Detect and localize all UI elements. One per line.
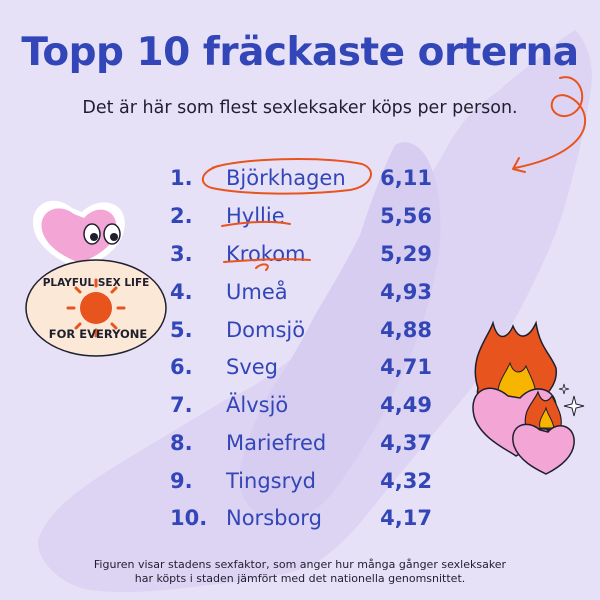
map-shape-2: [239, 142, 441, 521]
page-subtitle: Det är här som flest sexleksaker köps pe…: [82, 98, 518, 118]
ranking-row: 9. Tingsryd 4,32: [170, 464, 432, 498]
footnote-line: Figuren visar stadens sexfaktor, som ang…: [93, 558, 507, 571]
city-name: Björkhagen: [226, 166, 346, 190]
playful-sex-life-sticker: PLAYFUL SEX LIFE FOR EVERYONE: [25, 200, 167, 357]
city-name: Domsjö: [226, 318, 306, 342]
sex-factor-value: 4,17: [380, 506, 432, 530]
sun-icon: [80, 292, 112, 324]
rank-number: 4.: [170, 280, 193, 304]
sex-factor-value: 4,93: [380, 280, 432, 304]
ranking-row: 1. Björkhagen 6,11: [170, 161, 432, 195]
rank-number: 3.: [170, 242, 193, 266]
city-name: Umeå: [226, 280, 288, 304]
ranking-row: 7. Älvsjö 4,49: [170, 388, 432, 422]
city-name: Sveg: [226, 355, 279, 379]
page-title: Topp 10 fräckaste orterna: [21, 30, 579, 75]
ranking-row: 10. Norsborg 4,17: [170, 501, 432, 535]
sex-factor-value: 6,11: [380, 166, 432, 190]
city-name: Älvsjö: [226, 393, 289, 417]
city-name: Krokom: [226, 242, 306, 266]
flaming-hearts-illustration: [472, 320, 585, 475]
sparkle-icon: [558, 383, 570, 395]
sex-factor-value: 4,88: [380, 318, 432, 342]
rank-number: 5.: [170, 318, 193, 342]
ranking-row: 5. Domsjö 4,88: [170, 313, 432, 347]
city-name: Hyllie: [226, 204, 285, 228]
sex-factor-value: 4,71: [380, 355, 432, 379]
rank-number: 7.: [170, 393, 193, 417]
rank-number: 8.: [170, 431, 193, 455]
sex-factor-value: 4,32: [380, 469, 432, 493]
sticker-text-bottom: FOR EVERYONE: [49, 327, 148, 341]
ranking-row: 4. Umeå 4,93: [170, 275, 432, 309]
ranking-row: 6. Sveg 4,71: [170, 350, 432, 384]
rank-number: 2.: [170, 204, 193, 228]
heart-icon: [41, 208, 117, 263]
sex-factor-value: 5,29: [380, 242, 432, 266]
city-name: Norsborg: [226, 506, 322, 530]
ranking-row: 2. Hyllie 5,56: [170, 199, 432, 233]
sex-factor-value: 5,56: [380, 204, 432, 228]
rank-number: 10.: [170, 506, 208, 530]
sparkle-icon: [563, 395, 585, 417]
map-shape-1: [37, 30, 592, 593]
footnote-line: har köpts i staden jämfört med det natio…: [134, 572, 466, 585]
sex-factor-value: 4,49: [380, 393, 432, 417]
ranking-row: 3. Krokom 5,29: [170, 237, 432, 271]
city-name: Mariefred: [226, 431, 327, 455]
ranking-row: 8. Mariefred 4,37: [170, 426, 432, 460]
heart-icon: [512, 423, 575, 475]
city-name: Tingsryd: [226, 469, 316, 493]
flame-icon: [524, 390, 562, 431]
sex-factor-value: 4,37: [380, 431, 432, 455]
footnote: Figuren visar stadens sexfaktor, som ang…: [0, 558, 600, 586]
rank-number: 1.: [170, 166, 193, 190]
rank-number: 6.: [170, 355, 193, 379]
rank-number: 9.: [170, 469, 193, 493]
sticker-text-top: PLAYFUL SEX LIFE: [43, 277, 150, 289]
curly-arrow-icon: [512, 76, 587, 173]
